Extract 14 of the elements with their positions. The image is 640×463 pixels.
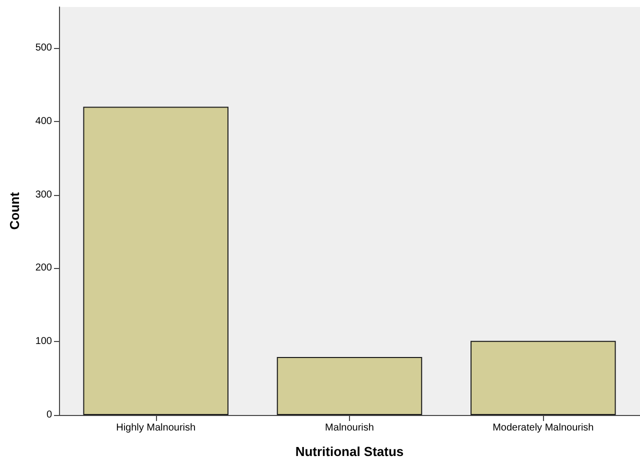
y-tick-label: 300	[35, 189, 52, 200]
y-tick-label: 0	[46, 410, 52, 420]
x-axis-title: Nutritional Status	[295, 444, 404, 459]
bar	[83, 106, 228, 415]
x-tick-label: Highly Malnourish	[116, 422, 196, 434]
x-tick-label: Malnourish	[325, 422, 374, 434]
y-tick-label: 500	[35, 42, 52, 54]
y-tick-label: 400	[35, 116, 52, 127]
bar	[276, 357, 422, 415]
y-axis-title: Count	[7, 192, 22, 230]
y-tick-label: 100	[35, 336, 52, 348]
y-tick-label: 200	[35, 262, 52, 274]
bar	[470, 340, 616, 415]
x-tick-label: Moderately Malnourish	[492, 422, 594, 434]
